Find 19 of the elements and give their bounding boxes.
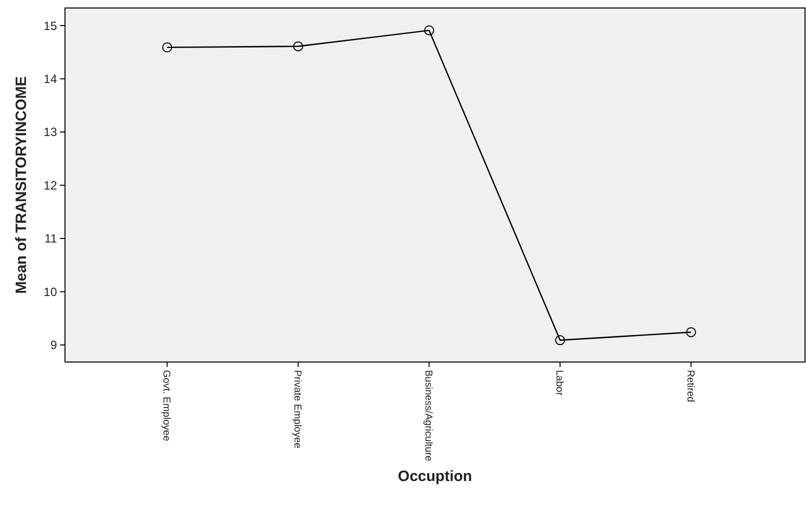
y-axis-title: Mean of TRANSITORYINCOME — [13, 76, 30, 294]
x-tick-label: Labor — [554, 370, 565, 396]
x-tick-label: Retired — [684, 370, 696, 402]
point — [555, 335, 566, 346]
y-tick-label: 15 — [44, 18, 58, 33]
point — [686, 327, 696, 338]
y-tick-label: 9 — [50, 338, 58, 352]
x-axis-title: Occuption — [398, 468, 472, 485]
point — [424, 25, 434, 36]
point — [293, 41, 304, 52]
x-tick-label: Private Employee — [292, 370, 303, 449]
y-tick-label: 11 — [44, 232, 58, 246]
y-tick-label: 13 — [44, 125, 58, 140]
y-tick-label: 12 — [44, 178, 58, 192]
x-tick-label: Business/Agriculture — [422, 370, 434, 462]
y-tick-label: 10 — [44, 284, 58, 299]
y-tick-label: 14 — [44, 72, 58, 86]
point — [162, 42, 172, 52]
x-tick-label: Govt. Employee — [160, 370, 172, 442]
